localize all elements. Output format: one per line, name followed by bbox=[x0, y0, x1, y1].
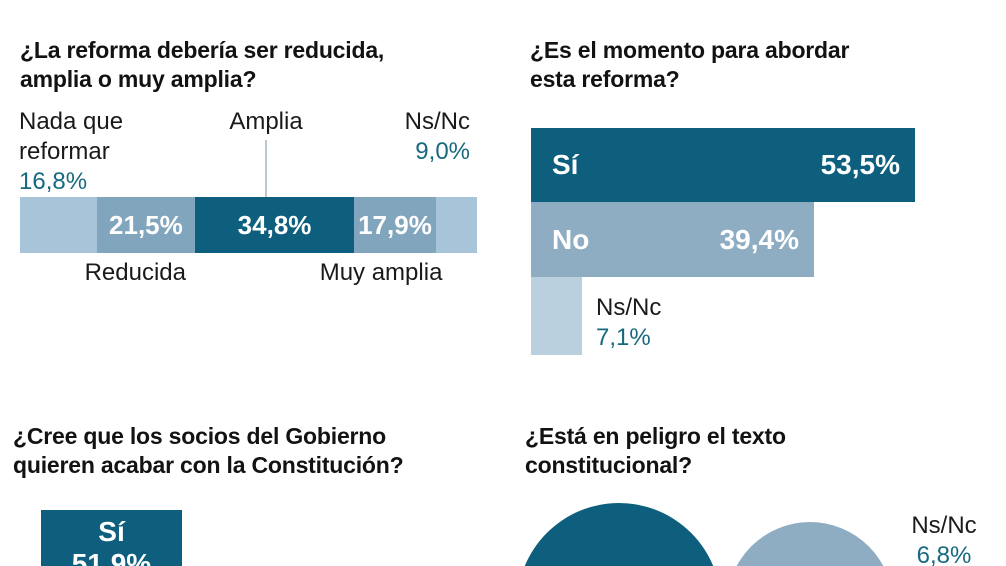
circle-dark bbox=[517, 503, 721, 566]
segment-value: 21,5% bbox=[109, 209, 183, 240]
label-nsnc: Ns/Nc 9,0% bbox=[330, 107, 470, 167]
category-label: Ns/Nc bbox=[404, 108, 470, 135]
title-line-2: esta reforma? bbox=[530, 66, 680, 92]
label-nsnc: Ns/Nc 7,1% bbox=[596, 293, 661, 353]
segment-nsnc bbox=[435, 197, 477, 253]
label-muy-amplia: Muy amplia bbox=[319, 259, 443, 286]
peligro-title: ¿Está en peligro el texto constitucional? bbox=[525, 422, 1005, 480]
segment-amplia: 34,8% bbox=[195, 197, 355, 253]
title-line-1: ¿La reforma debería ser reducida, bbox=[20, 37, 385, 63]
title-line-1: ¿Cree que los socios del Gobierno bbox=[13, 423, 386, 449]
bar-label: Sí bbox=[552, 149, 579, 180]
below-cell-empty bbox=[186, 258, 320, 288]
segment-value: 34,8% bbox=[237, 209, 312, 240]
bar-label: Sí bbox=[98, 516, 125, 547]
bar-nsnc bbox=[531, 277, 582, 355]
label-nada-que-reformar: Nada que reformar 16,8% bbox=[19, 107, 159, 197]
bar-si: Sí 53,5% bbox=[531, 128, 915, 202]
bar-no: No 39,4% bbox=[531, 202, 814, 277]
title-line-2: constitucional? bbox=[525, 452, 692, 478]
column-si: Sí 51,9% bbox=[41, 510, 182, 566]
title-line-2: amplia o muy amplia? bbox=[20, 66, 257, 92]
bar-value: 39,4% bbox=[719, 223, 799, 255]
category-label: Ns/Nc bbox=[911, 512, 977, 539]
below-cell-empty bbox=[442, 258, 477, 288]
value-label: 9,0% bbox=[415, 138, 470, 165]
circle-gray bbox=[727, 522, 893, 566]
label-reducida: Reducida bbox=[84, 259, 186, 286]
below-cell-empty bbox=[20, 258, 85, 288]
title-line-1: ¿Está en peligro el texto bbox=[525, 423, 786, 449]
momento-title: ¿Es el momento para abordar esta reforma? bbox=[530, 36, 990, 94]
segment-reducida: 21,5% bbox=[96, 197, 196, 253]
category-label: Amplia bbox=[229, 108, 303, 135]
horizontal-bars: Sí 53,5% No 39,4% bbox=[531, 128, 993, 355]
title-line-2: quieren acabar con la Constitución? bbox=[13, 452, 404, 478]
category-label: Nada que reformar bbox=[19, 108, 124, 165]
bar-label: No bbox=[552, 223, 590, 255]
reform-scope-title: ¿La reforma debería ser reducida, amplia … bbox=[20, 36, 480, 94]
category-label: Ns/Nc bbox=[596, 294, 662, 321]
leader-line-amplia bbox=[265, 140, 267, 197]
value-label: 6,8% bbox=[916, 542, 972, 566]
segment-nada-que-reformar bbox=[20, 197, 97, 253]
bar-value: 51,9% bbox=[71, 548, 152, 566]
label-amplia: Amplia bbox=[166, 107, 366, 137]
value-label: 7,1% bbox=[596, 324, 651, 351]
stacked-bar: 21,5% 34,8% 17,9% bbox=[20, 197, 477, 253]
panel-momento-reforma: ¿Es el momento para abordar esta reforma?… bbox=[530, 30, 1000, 360]
segment-muy-amplia: 17,9% bbox=[354, 197, 436, 253]
panel-reform-scope: ¿La reforma debería ser reducida, amplia … bbox=[18, 30, 480, 318]
title-line-1: ¿Es el momento para abordar bbox=[530, 37, 850, 63]
bar-value: 53,5% bbox=[820, 149, 900, 180]
segment-value: 17,9% bbox=[358, 209, 432, 240]
value-label: 16,8% bbox=[19, 168, 88, 195]
label-nsnc: Ns/Nc 6,8% bbox=[898, 511, 990, 566]
socios-title: ¿Cree que los socios del Gobierno quieren… bbox=[13, 422, 493, 480]
panel-peligro-texto: ¿Está en peligro el texto constitucional?… bbox=[517, 420, 1006, 566]
panel-socios-gobierno: ¿Cree que los socios del Gobierno quieren… bbox=[13, 420, 493, 566]
below-bar-labels: Reducida Muy amplia bbox=[20, 258, 477, 288]
